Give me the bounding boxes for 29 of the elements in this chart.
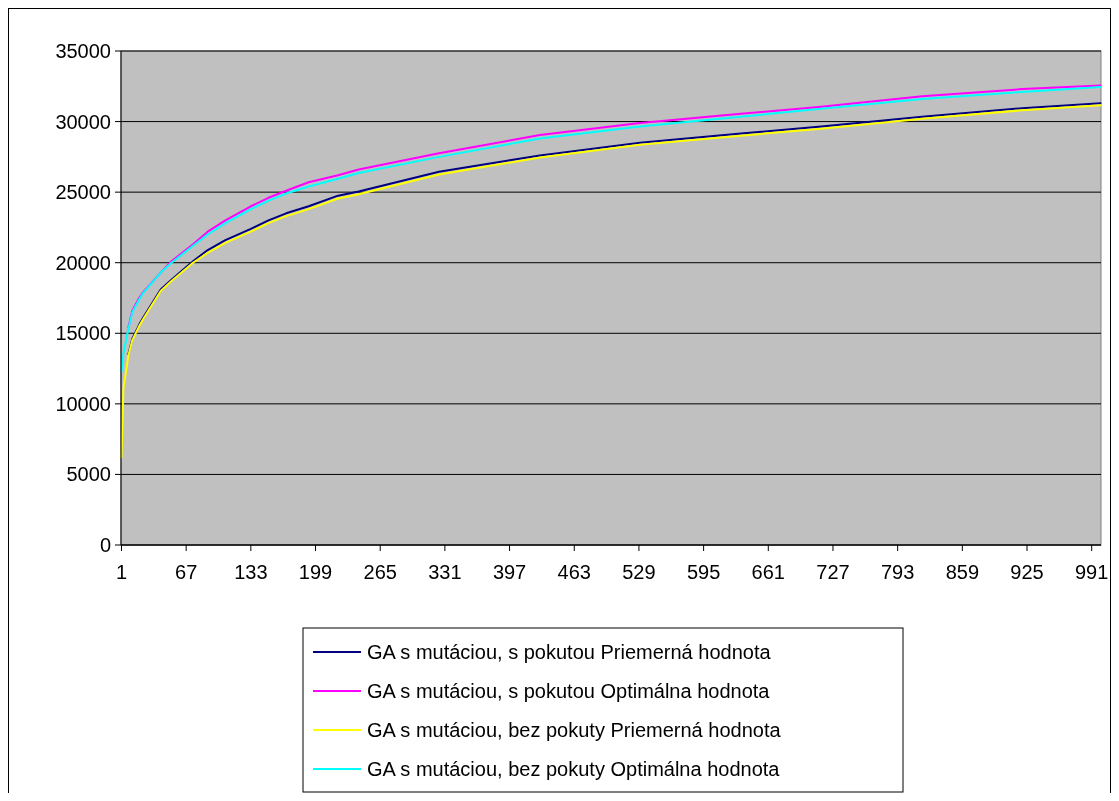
y-tick-label: 5000 bbox=[66, 463, 111, 486]
x-tick-label: 595 bbox=[686, 561, 721, 583]
line-series bbox=[127, 84, 1102, 329]
x-tick-label: 661 bbox=[751, 561, 785, 583]
x-tick-label: 397 bbox=[492, 561, 527, 583]
y-tick-label: 30000 bbox=[55, 110, 111, 133]
x-tick-label: 1 bbox=[115, 561, 128, 583]
x-tick-label: 991 bbox=[1075, 561, 1109, 583]
x-tick-label: 793 bbox=[880, 561, 915, 583]
x-tick-label: 133 bbox=[234, 561, 268, 583]
y-tick-label: 35000 bbox=[55, 40, 111, 62]
x-tick-label: 331 bbox=[428, 561, 462, 583]
legend-label: GA s mutáciou, bez pokuty Optimálna hodnota bbox=[367, 758, 781, 780]
x-tick-label: 463 bbox=[557, 561, 591, 583]
x-tick-label: 199 bbox=[298, 561, 333, 583]
y-tick-label: 0 bbox=[99, 534, 111, 556]
x-tick-label: 67 bbox=[175, 561, 198, 583]
x-tick-label: 859 bbox=[945, 561, 980, 583]
x-tick-label: 529 bbox=[622, 561, 656, 583]
y-tick-label: 10000 bbox=[55, 392, 111, 415]
x-tick-label: 727 bbox=[816, 561, 850, 583]
y-tick-label: 25000 bbox=[55, 181, 111, 204]
y-tick-label: 15000 bbox=[55, 322, 111, 345]
x-tick-label: 925 bbox=[1010, 561, 1044, 583]
y-tick-label: 20000 bbox=[55, 251, 111, 274]
x-tick-label: 265 bbox=[363, 561, 397, 583]
legend-label: GA s mutáciou, s pokutou Priemerná hodnota bbox=[367, 641, 772, 663]
legend-label: GA s mutáciou, s pokutou Optimálna hodnota bbox=[367, 680, 771, 702]
legend-label: GA s mutáciou, bez pokuty Priemerná hodnota bbox=[367, 719, 782, 741]
